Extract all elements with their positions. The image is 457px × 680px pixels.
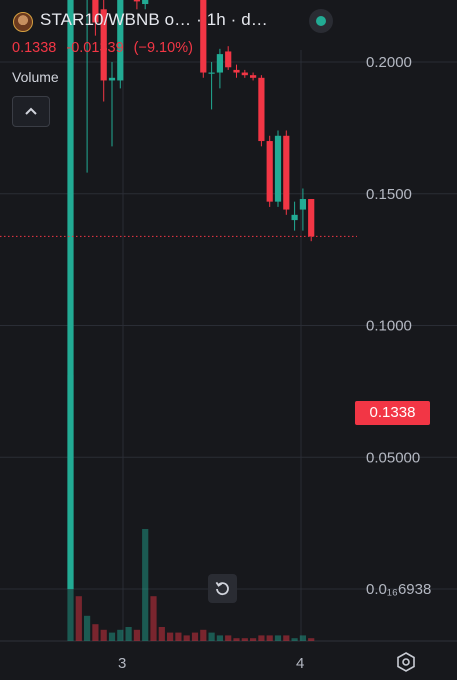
volume-bar (92, 624, 99, 641)
candle-body (266, 141, 273, 202)
volume-label: Volume (12, 69, 59, 85)
volume-bar (216, 635, 223, 641)
candle-body (241, 72, 248, 76)
volume-bar (258, 635, 265, 641)
candle-body (250, 75, 257, 78)
candle-body (299, 199, 306, 210)
volume-bar (175, 632, 182, 641)
volume-bar (233, 638, 240, 641)
volume-bar (117, 629, 124, 641)
chart-settings-button[interactable] (395, 651, 417, 673)
collapse-button[interactable] (12, 96, 50, 127)
volume-bar (158, 627, 165, 641)
live-dot-icon (316, 16, 326, 26)
volume-bar (283, 635, 290, 641)
volume-bar (108, 632, 116, 641)
y-tick-label: 0.05000 (366, 449, 420, 466)
volume-bar (200, 629, 207, 641)
volume-bar (208, 632, 215, 641)
candle-body (133, 0, 140, 2)
candle-body (274, 135, 282, 202)
candle-body (291, 214, 298, 221)
volume-bar (100, 629, 107, 641)
price-change-percent: (−9.10%) (133, 40, 193, 56)
rotate-ccw-icon (215, 581, 229, 596)
candle-body (108, 77, 116, 81)
live-status-badge (309, 9, 333, 33)
candle-body (200, 0, 207, 73)
volume-bar (241, 638, 248, 641)
volume-bar (183, 635, 190, 641)
x-tick-label: 4 (296, 655, 304, 672)
candle-body (308, 199, 315, 237)
volume-bar (84, 615, 91, 641)
candle-body (67, 0, 74, 589)
candle-body (100, 9, 107, 81)
volume-bar (133, 629, 140, 641)
volume-bar (299, 635, 306, 641)
volume-bar (250, 638, 257, 641)
volume-bar (225, 635, 232, 641)
volume-bar (142, 529, 149, 641)
candle-body (208, 72, 215, 74)
volume-bar (167, 632, 174, 641)
chevron-up-icon (25, 107, 37, 115)
reset-chart-button[interactable] (208, 574, 237, 603)
x-tick-label: 3 (118, 655, 126, 672)
candle-body (258, 77, 265, 142)
current-price: 0.1338 (12, 40, 57, 56)
current-price-tag: 0.1338 (355, 401, 430, 425)
volume-bar (125, 627, 132, 641)
volume-bar (266, 635, 273, 641)
y-tick-label: 0.1000 (366, 318, 412, 335)
hexagon-gear-icon (397, 652, 415, 672)
candle-body (117, 0, 124, 81)
candle-body (216, 54, 223, 73)
price-change: -0.01339 (66, 40, 124, 56)
token-avatar-icon[interactable] (13, 12, 33, 32)
volume-bar (308, 638, 315, 641)
pair-title[interactable]: STAR10/WBNB o… · 1h · d… (40, 10, 268, 29)
candle-body (283, 135, 290, 210)
y-tick-label: 0.0₁₆6938 (366, 581, 431, 598)
volume-bar (191, 632, 199, 641)
candle-body (142, 0, 149, 5)
price-change-line: 0.1338 -0.01339 (−9.10%) (12, 40, 199, 56)
candle-body (233, 69, 240, 73)
candle-body (225, 51, 232, 68)
volume-bar (274, 635, 282, 641)
volume-bar (75, 596, 82, 641)
candle-body (92, 0, 99, 23)
y-tick-label: 0.1500 (366, 186, 412, 203)
chart-header: STAR10/WBNB o… · 1h · d… 0.1338 -0.01339… (0, 0, 457, 72)
volume-bar (150, 596, 157, 641)
volume-bar (291, 638, 298, 641)
y-tick-label: 0.2000 (366, 54, 412, 71)
